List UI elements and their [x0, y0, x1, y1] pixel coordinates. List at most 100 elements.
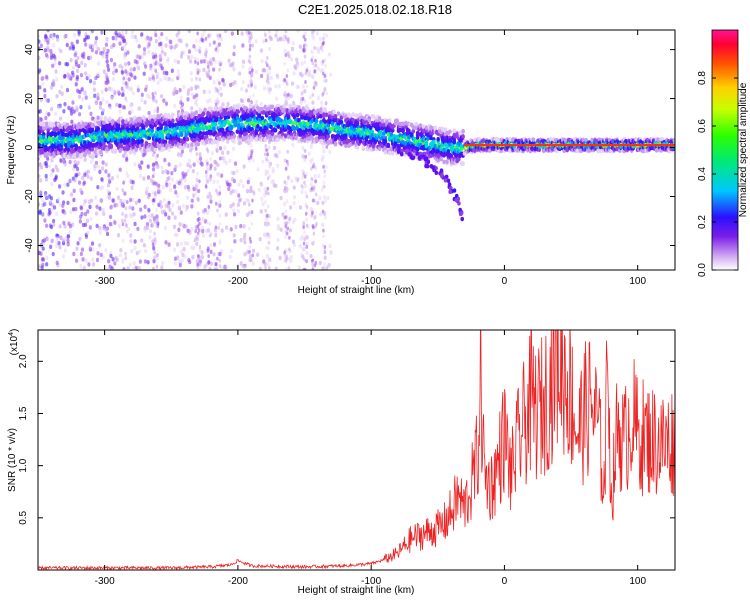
spectrogram-noise-cell: [50, 238, 55, 243]
spectrogram-ridge-cell: [178, 145, 182, 150]
spectrogram-noise-cell: [83, 172, 87, 177]
spectrogram-ridge-cell: [203, 107, 207, 113]
spectrogram-streak-cell: [250, 82, 253, 87]
spectrogram-streak-cell: [321, 145, 325, 150]
spectrogram-noise-cell: [81, 97, 85, 102]
spectrogram-noise-cell: [49, 224, 54, 230]
spectrogram-streak-cell: [284, 30, 288, 34]
spectrogram-streak-cell: [304, 80, 307, 85]
spectrogram-ridge-cell: [42, 125, 46, 131]
spectrogram-noise-cell: [298, 243, 302, 249]
spectrogram-noise-cell: [38, 70, 41, 75]
spectrogram-streak-cell: [195, 187, 198, 192]
spectrogram-noise-cell: [80, 87, 84, 92]
spectrogram-noise-cell: [129, 233, 133, 238]
spectrogram-noise-cell: [289, 254, 294, 260]
spectrogram-noise-cell: [140, 92, 144, 98]
spectrogram-noise-cell: [232, 170, 236, 176]
spectrogram-noise-cell: [231, 188, 235, 194]
spectrogram-streak-cell: [311, 210, 314, 215]
spectrogram-noise-cell: [267, 30, 272, 35]
spectrogram-noise-cell: [53, 61, 57, 66]
spectrogram-noise-cell: [108, 221, 112, 227]
spectrogram-noise-cell: [102, 69, 106, 74]
spectrogram-streak-cell: [205, 262, 208, 267]
spectrogram-streak-cell: [198, 179, 201, 184]
spectrogram-noise-cell: [157, 42, 162, 47]
spectrogram-noise-cell: [66, 182, 70, 187]
spectrogram-noise-cell: [75, 75, 79, 80]
spectrogram-streak-cell: [321, 243, 325, 248]
spectrogram-streak-cell: [248, 70, 252, 75]
spectrogram-noise-cell: [322, 194, 327, 200]
spectrogram-ridge-cell: [200, 140, 204, 145]
spectrogram-noise-cell: [241, 183, 245, 189]
spectrogram-noise-cell: [221, 77, 225, 83]
spectrogram-noise-cell: [138, 259, 142, 264]
spectrogram-streak-cell: [305, 84, 309, 89]
spectrogram-noise-cell: [52, 82, 56, 87]
spectrogram-noise-cell: [141, 152, 145, 158]
spectrogram-noise-cell: [290, 178, 294, 184]
spectrogram-noise-cell: [88, 43, 92, 48]
spectrogram-noise-cell: [292, 100, 296, 106]
spectrogram-noise-cell: [99, 252, 103, 258]
spectrogram-streak-cell: [122, 35, 125, 40]
spectrogram-noise-cell: [261, 201, 265, 207]
spectrogram-noise-cell: [170, 68, 174, 74]
spectrogram-streak-cell: [205, 172, 209, 177]
spectrogram-streak-cell: [265, 219, 268, 224]
spectrogram-noise-cell: [164, 203, 168, 208]
spectrogram-noise-cell: [79, 251, 83, 257]
spectrogram-streak-cell: [154, 155, 158, 160]
spectrogram-noise-cell: [133, 221, 137, 227]
spectrogram-streak-cell: [154, 236, 157, 241]
spectrogram-streak-cell: [313, 45, 316, 50]
spectrogram-noise-cell: [242, 201, 247, 206]
spectrogram-streak-cell: [302, 34, 306, 39]
spectrogram-noise-cell: [309, 206, 313, 212]
spectrogram-ridge-cell: [143, 148, 147, 154]
spectrogram-noise-cell: [300, 189, 304, 194]
spectrogram-streak-cell: [267, 191, 270, 196]
spectrogram-noise-cell: [79, 205, 83, 210]
spectrogram-noise-cell: [107, 177, 111, 183]
spectrogram-noise-cell: [256, 167, 260, 172]
spectrogram-streak-cell: [311, 157, 314, 162]
spectrogram-streak-cell: [249, 143, 253, 148]
spectrogram-noise-cell: [73, 164, 77, 169]
spectrogram-ridge-cell: [411, 129, 416, 134]
spectrogram-noise-cell: [55, 93, 59, 99]
spectrogram-streak-cell: [151, 51, 155, 56]
spectrogram-streak-cell: [198, 244, 202, 249]
chart-title: C2E1.2025.018.02.18.R18: [298, 2, 452, 17]
spectrogram-streak-cell: [304, 211, 308, 216]
spectrogram-noise-cell: [55, 236, 59, 241]
spectrogram-streak-cell: [218, 81, 221, 86]
spectrogram-noise-cell: [317, 49, 321, 55]
spectrogram-noise-cell: [76, 88, 80, 93]
spectrogram-ridge-cell: [270, 104, 275, 110]
spectrogram-streak-cell: [196, 218, 200, 223]
spectrogram-noise-cell: [293, 217, 297, 222]
spectrogram-streak-cell: [325, 33, 329, 38]
spectrogram-noise-cell: [74, 62, 79, 67]
spectrogram-noise-cell: [192, 193, 196, 198]
spectrogram-streak-cell: [312, 36, 315, 41]
spectrogram-noise-cell: [241, 59, 246, 64]
spectrogram-noise-cell: [70, 119, 74, 125]
spectrogram-noise-cell: [114, 36, 118, 41]
spectrogram-noise-cell: [75, 166, 80, 172]
spectrogram-noise-cell: [42, 238, 47, 243]
spectrogram-noise-cell: [168, 44, 172, 50]
spectrogram-ridge-cell: [322, 113, 326, 119]
spectrogram-ridge-cell: [263, 137, 268, 143]
spectrogram-noise-cell: [209, 249, 213, 255]
spectrogram-streak-cell: [195, 178, 199, 183]
spectrogram-noise-cell: [114, 68, 118, 73]
spectrogram-noise-cell: [54, 174, 58, 179]
spectrogram-ridge-cell: [292, 126, 297, 132]
spectrogram-streak-cell: [216, 179, 219, 184]
spectrogram-streak-cell: [205, 165, 209, 170]
